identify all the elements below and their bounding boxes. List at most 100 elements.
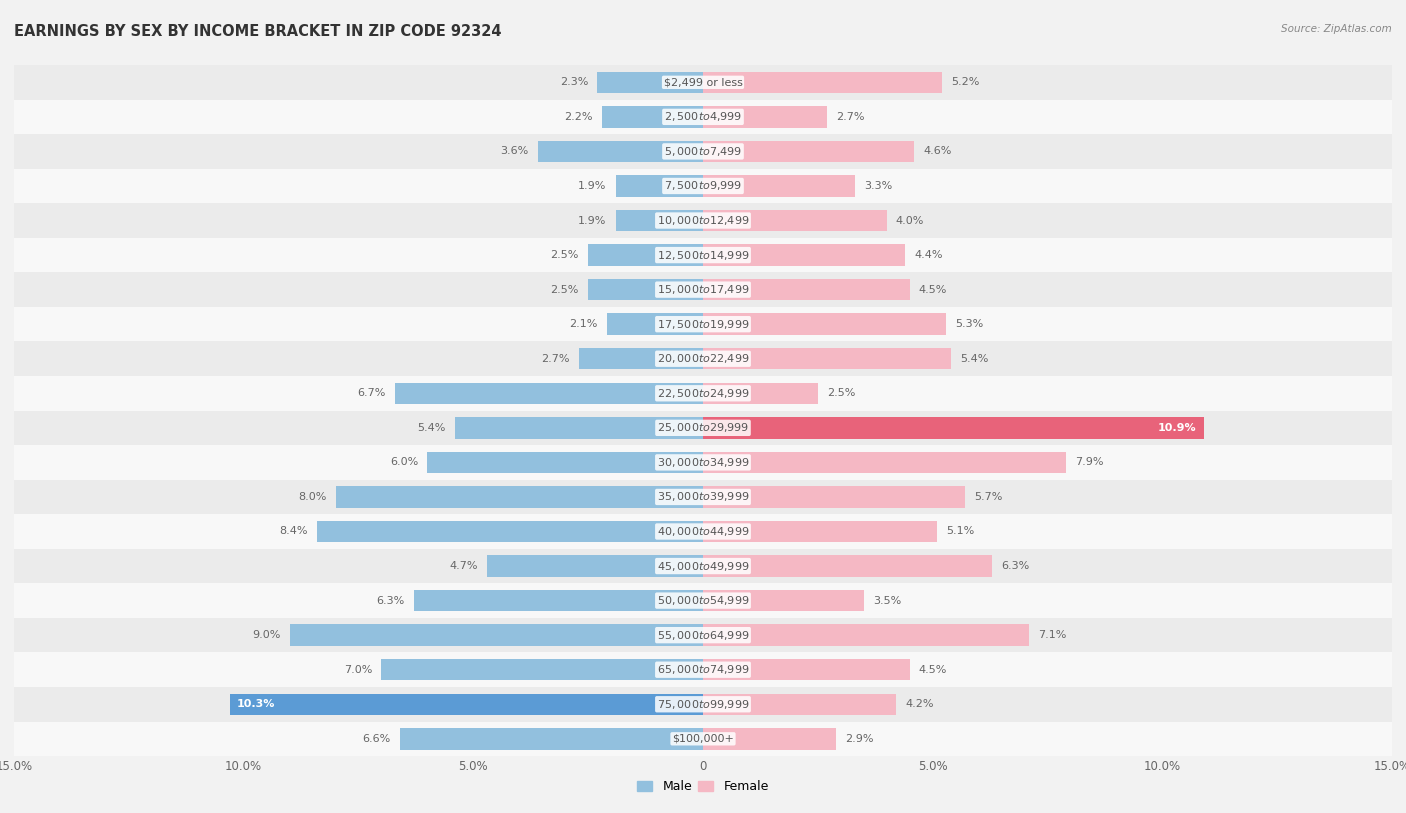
Text: 3.6%: 3.6% — [501, 146, 529, 156]
Text: 4.5%: 4.5% — [920, 285, 948, 294]
Bar — [231, 693, 703, 715]
Text: 8.4%: 8.4% — [280, 527, 308, 537]
Text: 5.4%: 5.4% — [418, 423, 446, 433]
Text: 4.7%: 4.7% — [450, 561, 478, 571]
Bar — [703, 176, 855, 197]
Text: $25,000 to $29,999: $25,000 to $29,999 — [657, 421, 749, 434]
Text: 5.4%: 5.4% — [960, 354, 988, 363]
Bar — [427, 452, 703, 473]
Bar — [579, 348, 703, 369]
Bar — [703, 107, 827, 128]
Bar — [14, 515, 1392, 549]
Text: 6.7%: 6.7% — [357, 389, 387, 398]
Text: 2.3%: 2.3% — [560, 77, 588, 87]
Text: $40,000 to $44,999: $40,000 to $44,999 — [657, 525, 749, 538]
Bar — [537, 141, 703, 162]
Bar — [703, 693, 896, 715]
Bar — [703, 555, 993, 576]
Bar — [703, 659, 910, 680]
Bar — [703, 245, 905, 266]
Text: 5.1%: 5.1% — [946, 527, 974, 537]
Bar — [703, 348, 950, 369]
Text: 7.9%: 7.9% — [1076, 458, 1104, 467]
Bar — [395, 383, 703, 404]
Text: 4.5%: 4.5% — [920, 665, 948, 675]
Text: 6.6%: 6.6% — [363, 734, 391, 744]
Bar — [14, 687, 1392, 722]
Bar — [318, 521, 703, 542]
Text: 8.0%: 8.0% — [298, 492, 326, 502]
Text: 2.5%: 2.5% — [551, 285, 579, 294]
Legend: Male, Female: Male, Female — [633, 776, 773, 798]
Text: $17,500 to $19,999: $17,500 to $19,999 — [657, 318, 749, 331]
Text: $65,000 to $74,999: $65,000 to $74,999 — [657, 663, 749, 676]
Text: 4.4%: 4.4% — [914, 250, 943, 260]
Text: 2.5%: 2.5% — [827, 389, 855, 398]
Bar — [14, 272, 1392, 307]
Text: 5.2%: 5.2% — [950, 77, 980, 87]
Text: 1.9%: 1.9% — [578, 215, 606, 225]
Text: 4.6%: 4.6% — [924, 146, 952, 156]
Text: 6.3%: 6.3% — [1001, 561, 1029, 571]
Bar — [413, 590, 703, 611]
Bar — [602, 107, 703, 128]
Text: $55,000 to $64,999: $55,000 to $64,999 — [657, 628, 749, 641]
Bar — [336, 486, 703, 507]
Bar — [703, 383, 818, 404]
Text: EARNINGS BY SEX BY INCOME BRACKET IN ZIP CODE 92324: EARNINGS BY SEX BY INCOME BRACKET IN ZIP… — [14, 24, 502, 39]
Text: 7.0%: 7.0% — [344, 665, 373, 675]
Text: 2.7%: 2.7% — [837, 112, 865, 122]
Text: 6.0%: 6.0% — [389, 458, 418, 467]
Bar — [14, 549, 1392, 584]
Text: $7,500 to $9,999: $7,500 to $9,999 — [664, 180, 742, 193]
Text: $5,000 to $7,499: $5,000 to $7,499 — [664, 145, 742, 158]
Bar — [14, 480, 1392, 515]
Bar — [14, 652, 1392, 687]
Bar — [598, 72, 703, 93]
Text: $20,000 to $22,499: $20,000 to $22,499 — [657, 352, 749, 365]
Bar — [703, 590, 863, 611]
Bar — [703, 728, 837, 750]
Bar — [703, 521, 938, 542]
Bar — [14, 722, 1392, 756]
Bar — [616, 210, 703, 231]
Bar — [14, 411, 1392, 446]
Bar — [14, 134, 1392, 169]
Bar — [14, 376, 1392, 411]
Text: Source: ZipAtlas.com: Source: ZipAtlas.com — [1281, 24, 1392, 34]
Bar — [14, 99, 1392, 134]
Bar — [14, 584, 1392, 618]
Text: 3.5%: 3.5% — [873, 596, 901, 606]
Text: $75,000 to $99,999: $75,000 to $99,999 — [657, 698, 749, 711]
Text: 9.0%: 9.0% — [252, 630, 280, 640]
Bar — [703, 452, 1066, 473]
Text: 6.3%: 6.3% — [377, 596, 405, 606]
Text: $12,500 to $14,999: $12,500 to $14,999 — [657, 249, 749, 262]
Text: $35,000 to $39,999: $35,000 to $39,999 — [657, 490, 749, 503]
Text: $100,000+: $100,000+ — [672, 734, 734, 744]
Text: $45,000 to $49,999: $45,000 to $49,999 — [657, 559, 749, 572]
Bar — [588, 279, 703, 300]
Bar — [703, 72, 942, 93]
Bar — [703, 314, 946, 335]
Text: 10.9%: 10.9% — [1159, 423, 1197, 433]
Bar — [703, 417, 1204, 438]
Bar — [381, 659, 703, 680]
Bar — [14, 169, 1392, 203]
Text: 1.9%: 1.9% — [578, 181, 606, 191]
Text: 2.7%: 2.7% — [541, 354, 569, 363]
Bar — [703, 279, 910, 300]
Text: 2.2%: 2.2% — [564, 112, 593, 122]
Bar — [703, 624, 1029, 646]
Bar — [14, 203, 1392, 237]
Text: 7.1%: 7.1% — [1038, 630, 1067, 640]
Text: 5.7%: 5.7% — [974, 492, 1002, 502]
Text: $15,000 to $17,499: $15,000 to $17,499 — [657, 283, 749, 296]
Bar — [616, 176, 703, 197]
Bar — [14, 65, 1392, 99]
Text: 2.9%: 2.9% — [845, 734, 875, 744]
Bar — [486, 555, 703, 576]
Bar — [456, 417, 703, 438]
Text: $50,000 to $54,999: $50,000 to $54,999 — [657, 594, 749, 607]
Bar — [399, 728, 703, 750]
